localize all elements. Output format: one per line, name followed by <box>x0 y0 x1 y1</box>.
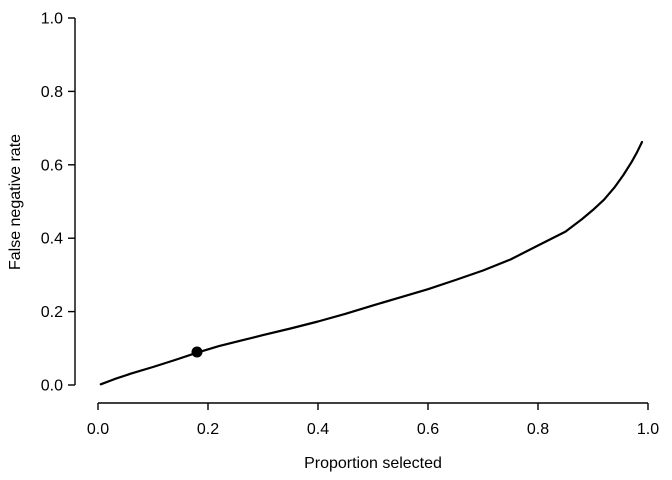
x-tick-label: 0.8 <box>527 421 549 438</box>
y-tick-label: 0.4 <box>41 231 63 248</box>
x-tick-label: 0.2 <box>197 421 219 438</box>
y-tick-label: 0.0 <box>41 378 63 395</box>
false-negative-rate-curve <box>99 140 644 386</box>
selected-threshold-point <box>191 346 203 358</box>
x-tick-label: 1.0 <box>637 421 659 438</box>
x-tick-label: 0.6 <box>417 421 439 438</box>
y-tick-label: 0.6 <box>41 157 63 174</box>
x-axis-title: Proportion selected <box>304 455 442 472</box>
x-tick-label: 0.4 <box>307 421 329 438</box>
x-axis-ticks: 0.0 0.2 0.4 0.6 0.8 1.0 <box>87 403 659 438</box>
x-tick-label: 0.0 <box>87 421 109 438</box>
y-axis-ticks: 0.0 0.2 0.4 0.6 0.8 1.0 <box>41 11 75 395</box>
y-tick-label: 0.2 <box>41 304 63 321</box>
y-tick-label: 1.0 <box>41 11 63 28</box>
y-axis-title: False negative rate <box>7 134 24 270</box>
y-tick-label: 0.8 <box>41 84 63 101</box>
